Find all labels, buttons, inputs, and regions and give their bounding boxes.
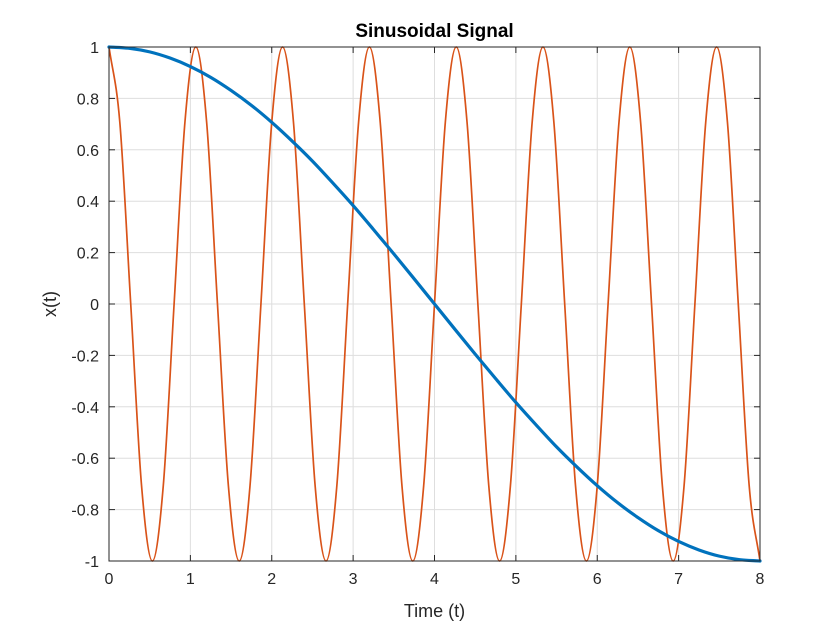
series-layer xyxy=(107,45,762,563)
x-tick-label: 6 xyxy=(593,571,602,588)
y-tick-label: 0.4 xyxy=(77,194,99,211)
y-tick-label: 0.8 xyxy=(77,91,99,108)
y-tick-label: -0.8 xyxy=(71,503,99,520)
x-tick-label: 1 xyxy=(186,571,195,588)
y-tick-label: -1 xyxy=(85,554,99,571)
x-tick-label: 3 xyxy=(349,571,358,588)
y-tick-label: 1 xyxy=(90,40,99,57)
series-line-1 xyxy=(107,45,762,563)
x-axis-label: Time (t) xyxy=(404,601,465,621)
x-tick-labels: 0 1 2 3 4 5 6 7 8 xyxy=(105,571,765,588)
x-tick-label: 7 xyxy=(674,571,683,588)
y-tick-label: -0.2 xyxy=(71,348,99,365)
x-tick-label: 5 xyxy=(511,571,520,588)
y-tick-labels: -1 -0.8 -0.6 -0.4 -0.2 0 0.2 0.4 0.6 0.8 1 xyxy=(71,40,99,571)
x-tick-label: 4 xyxy=(430,571,439,588)
x-tick-label: 8 xyxy=(756,571,765,588)
y-tick-label: 0 xyxy=(90,297,99,314)
x-tick-label: 2 xyxy=(267,571,276,588)
y-tick-label: 0.6 xyxy=(77,143,99,160)
x-tick-label: 0 xyxy=(105,571,114,588)
y-tick-label: 0.2 xyxy=(77,246,99,263)
y-tick-label: -0.6 xyxy=(71,451,99,468)
chart-title: Sinusoidal Signal xyxy=(355,21,513,42)
tick-marks xyxy=(108,46,761,562)
y-axis-label: x(t) xyxy=(40,291,60,317)
y-tick-label: -0.4 xyxy=(71,400,99,417)
